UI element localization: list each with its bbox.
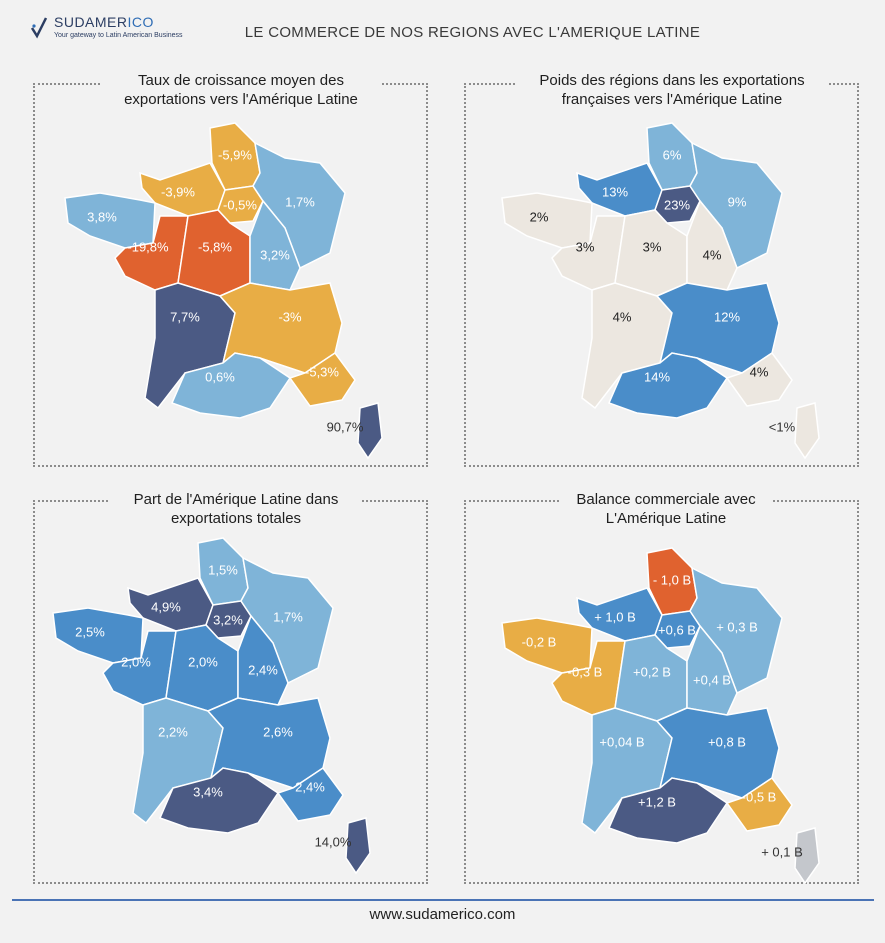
region-label-bourgogne: +0,4 B <box>693 672 731 687</box>
region-label-centre: -5,8% <box>198 239 232 254</box>
region-label-normandie: -3,9% <box>161 184 195 199</box>
panel-title-share: Part de l'Amérique Latine dans exportatio… <box>110 490 362 528</box>
region-label-bourgogne: 2,4% <box>248 662 278 677</box>
region-label-pays-de-la-loire: -19,8% <box>127 239 169 254</box>
footer-link[interactable]: www.sudamerico.com <box>369 906 516 923</box>
region-occitanie <box>607 352 729 419</box>
map-balance: - 1,0 B + 1,0 B +0,6 B + 0,3 B -0,2 B -0,3 B +… <box>501 547 820 885</box>
region-label-bretagne: 3,8% <box>87 209 117 224</box>
region-label-bourgogne: 4% <box>703 247 722 262</box>
region-label-idf: +0,6 B <box>658 622 696 637</box>
region-corse <box>357 402 383 460</box>
region-occitanie <box>170 352 292 419</box>
region-label-pays-de-la-loire: 3% <box>576 239 595 254</box>
region-corse <box>794 827 820 885</box>
panel-title-balance: Balance commerciale avec L'Amérique Latin… <box>560 490 772 528</box>
region-label-auvergne-rhone-alpes: 2,6% <box>263 724 293 739</box>
region-paca <box>725 776 793 832</box>
region-label-centre: +0,2 B <box>633 664 671 679</box>
region-label-grand-est: 9% <box>728 194 747 209</box>
region-paca <box>725 351 793 407</box>
region-label-hdf: 1,5% <box>208 562 238 577</box>
region-label-paca: 4% <box>750 364 769 379</box>
region-label-auvergne-rhone-alpes: +0,8 B <box>708 734 746 749</box>
region-label-hdf: - 1,0 B <box>653 572 691 587</box>
region-label-nouvelle-aquitaine: 7,7% <box>170 309 200 324</box>
region-label-pays-de-la-loire: -0,3 B <box>568 664 603 679</box>
region-label-hdf: -5,9% <box>218 147 252 162</box>
region-label-idf: 3,2% <box>213 612 243 627</box>
region-corse <box>345 817 371 875</box>
region-label-normandie: 13% <box>602 184 628 199</box>
region-label-bretagne: 2% <box>530 209 549 224</box>
region-label-pays-de-la-loire: 2,0% <box>121 654 151 669</box>
region-label-corse: <1% <box>769 419 796 434</box>
region-label-grand-est: + 0,3 B <box>716 619 758 634</box>
region-label-nouvelle-aquitaine: 4% <box>613 309 632 324</box>
region-label-corse: + 0,1 B <box>761 844 803 859</box>
panel-title-weight: Poids des régions dans les exportations f… <box>516 71 828 109</box>
map-growth: -5,9% -3,9% -0,5% 1,7% 3,8% -19,8% -5,8% 3,2% 7,… <box>64 122 383 460</box>
brand-name: SUDAMERICO <box>54 14 154 30</box>
region-label-occitanie: 14% <box>644 369 670 384</box>
brand-logo[interactable]: SUDAMERICO Your gateway to Latin America… <box>30 14 220 44</box>
region-label-occitanie: 3,4% <box>193 784 223 799</box>
region-label-normandie: + 1,0 B <box>594 609 636 624</box>
region-paca <box>288 351 356 407</box>
region-label-nouvelle-aquitaine: +0,04 B <box>599 734 644 749</box>
region-label-centre: 2,0% <box>188 654 218 669</box>
region-label-nouvelle-aquitaine: 2,2% <box>158 724 188 739</box>
region-label-grand-est: 1,7% <box>285 194 315 209</box>
region-label-auvergne-rhone-alpes: 12% <box>714 309 740 324</box>
region-label-corse: 90,7% <box>327 419 364 434</box>
region-corse <box>794 402 820 460</box>
region-label-corse: 14,0% <box>315 834 352 849</box>
page-title: LE COMMERCE DE NOS REGIONS AVEC L'AMERIQ… <box>244 24 701 41</box>
region-label-hdf: 6% <box>663 147 682 162</box>
map-share: 1,5% 4,9% 3,2% 1,7% 2,5% 2,0% 2,0% 2,4% 2,2% 2,6%… <box>52 537 371 875</box>
footer-divider <box>12 899 874 901</box>
region-label-paca: -5,3% <box>305 364 339 379</box>
region-label-idf: 23% <box>664 197 690 212</box>
region-label-auvergne-rhone-alpes: -3% <box>278 309 302 324</box>
region-label-paca: 2,4% <box>295 779 325 794</box>
panel-title-growth: Taux de croissance moyen des exportations… <box>100 71 382 109</box>
region-label-centre: 3% <box>643 239 662 254</box>
map-weight: 6% 13% 23% 9% 2% 3% 3% 4% 4% 12% 14% 4% <1% <box>501 122 820 460</box>
region-label-grand-est: 1,7% <box>273 609 303 624</box>
brand-tagline: Your gateway to Latin American Business <box>54 32 183 39</box>
region-label-normandie: 4,9% <box>151 599 181 614</box>
region-occitanie <box>158 767 280 834</box>
region-label-occitanie: +1,2 B <box>638 794 676 809</box>
region-label-bourgogne: 3,2% <box>260 247 290 262</box>
region-occitanie <box>607 777 729 844</box>
region-label-bretagne: -0,2 B <box>522 634 557 649</box>
region-label-paca: -0,5 B <box>742 789 777 804</box>
region-label-occitanie: 0,6% <box>205 369 235 384</box>
region-paca <box>276 766 344 822</box>
region-label-bretagne: 2,5% <box>75 624 105 639</box>
region-label-idf: -0,5% <box>223 197 257 212</box>
logo-mark-icon <box>30 17 48 39</box>
